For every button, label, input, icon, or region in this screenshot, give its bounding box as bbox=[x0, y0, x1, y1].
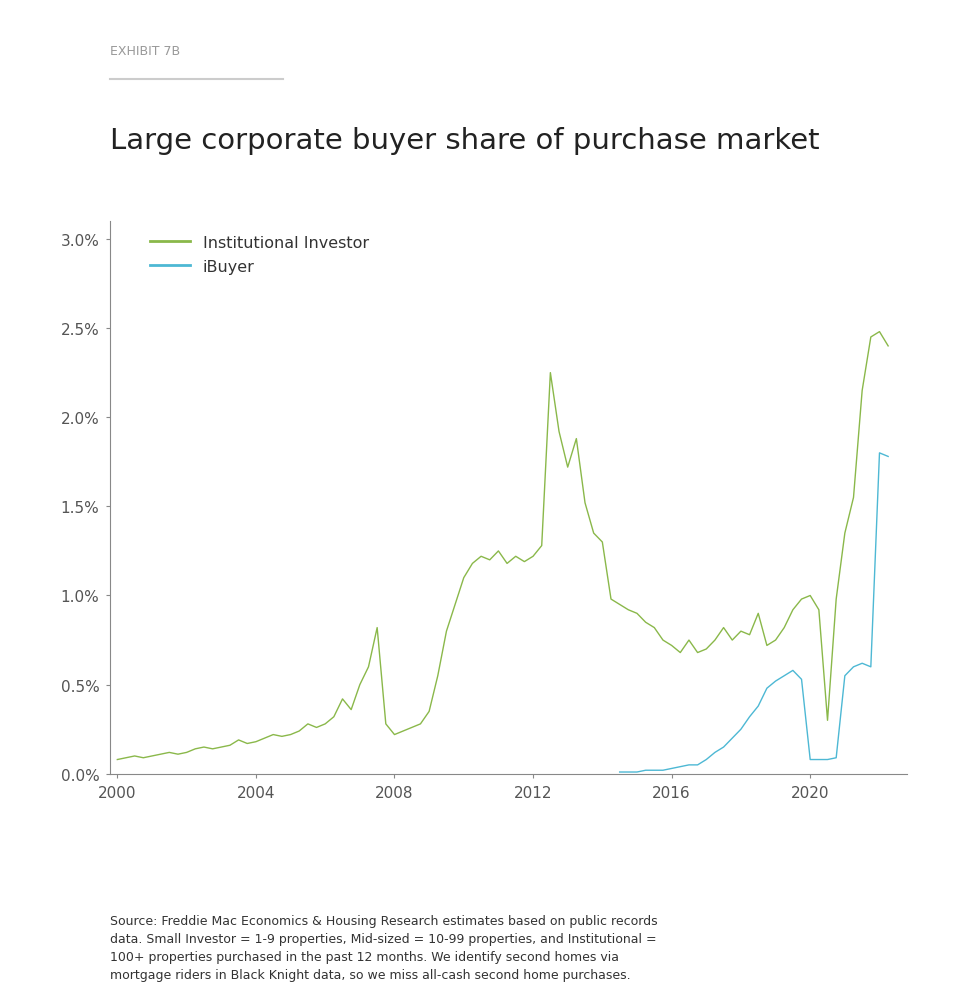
Text: EXHIBIT 7B: EXHIBIT 7B bbox=[110, 45, 180, 58]
Legend: Institutional Investor, iBuyer: Institutional Investor, iBuyer bbox=[151, 236, 369, 275]
Text: Source: Freddie Mac Economics & Housing Research estimates based on public recor: Source: Freddie Mac Economics & Housing … bbox=[110, 914, 658, 981]
Text: Large corporate buyer share of purchase market: Large corporate buyer share of purchase … bbox=[110, 127, 820, 155]
